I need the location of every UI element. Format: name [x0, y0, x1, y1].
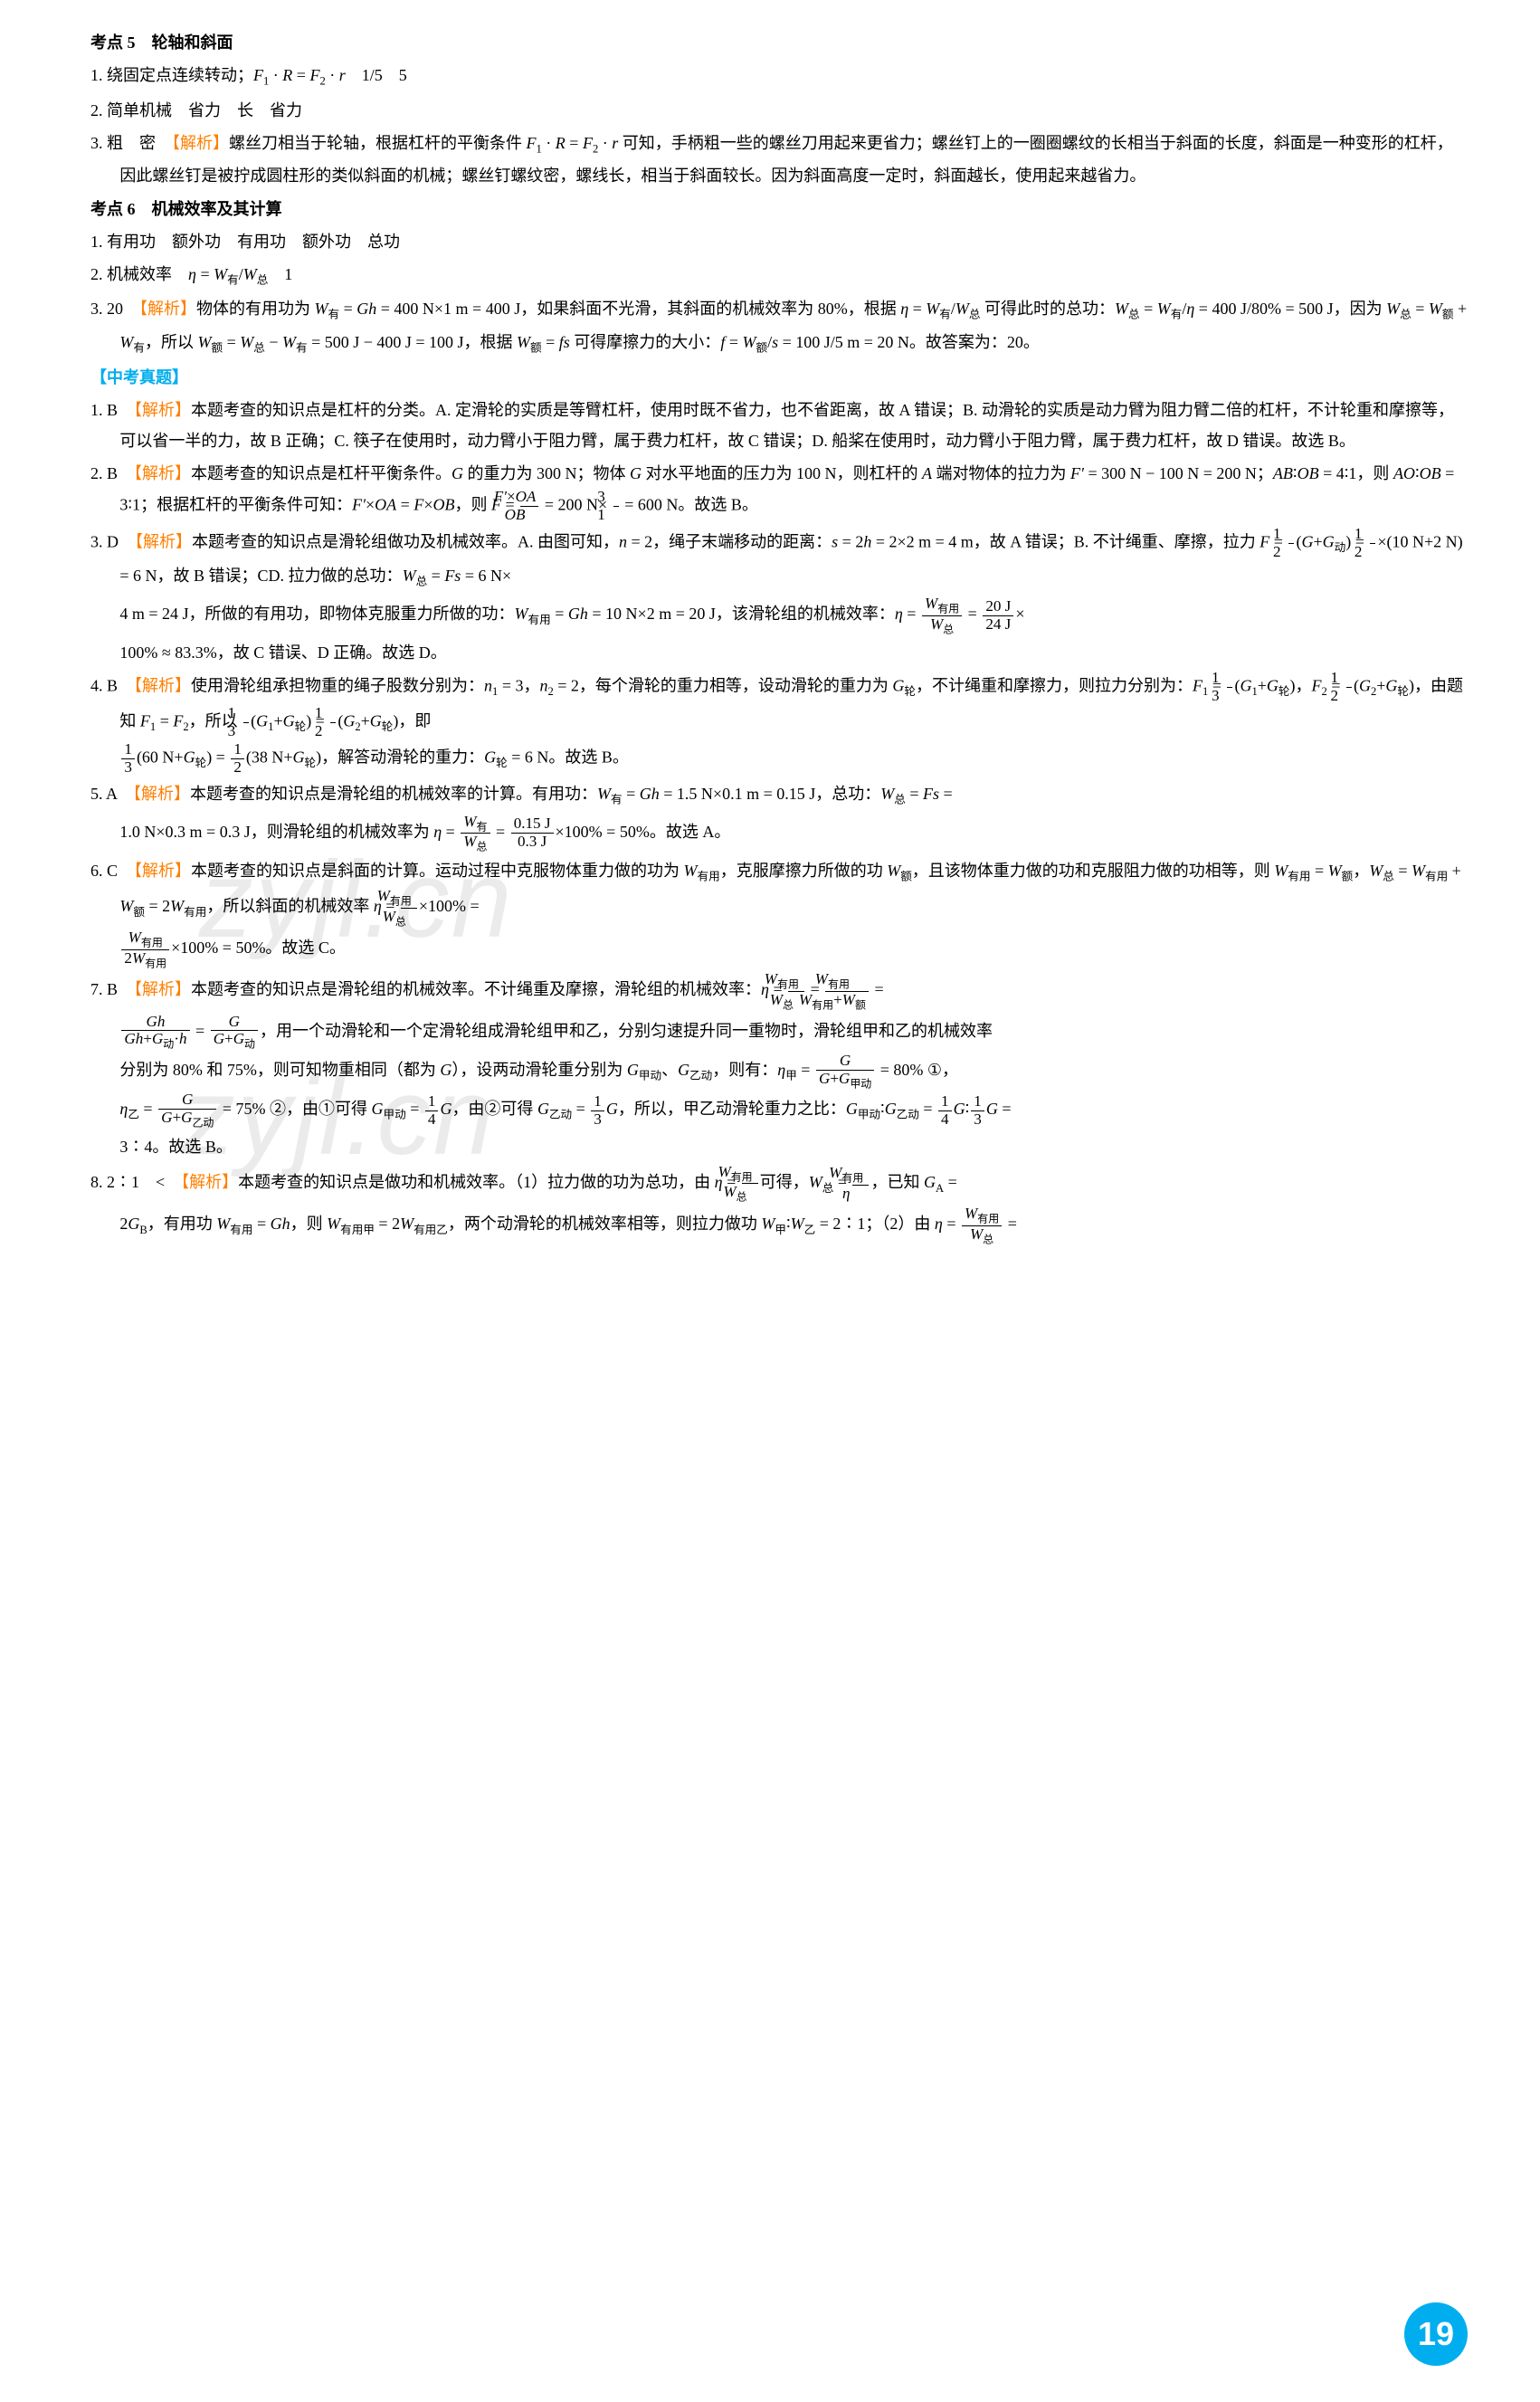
- kd5-line3: 3. 粗 密 【解析】螺丝刀相当于轮轴，根据杠杆的平衡条件 F1 · R = F…: [90, 128, 1468, 192]
- zk-line7d: η乙 = GG+G乙动 = 75% ②，由①可得 G甲动 = 14G，由②可得 …: [90, 1091, 1468, 1129]
- zk-line7e: 3∶4。故选 B。: [90, 1131, 1468, 1162]
- kd5-line2: 2. 简单机械 省力 长 省力: [90, 95, 1468, 126]
- zk-line6: 6. C 【解析】本题考查的知识点是斜面的计算。运动过程中克服物体重力做的功为 …: [90, 855, 1468, 929]
- kd6-line2: 2. 机械效率 η = W有/W总 1: [90, 259, 1468, 292]
- page-number-badge: 19: [1404, 2302, 1468, 2366]
- zk-line3: 3. D 【解析】本题考查的知识点是滑轮组做功及机械效率。A. 由图可知，n =…: [90, 526, 1468, 594]
- kd6-line1: 1. 有用功 额外功 有用功 额外功 总功: [90, 226, 1468, 257]
- zk-line3b: 4 m = 24 J，所做的有用功，即物体克服重力所做的功：W有用 = Gh =…: [90, 596, 1468, 635]
- zk-line8: 8. 2∶1 < 【解析】本题考查的知识点是做功和机械效率。（1）拉力做的功为总…: [90, 1164, 1468, 1204]
- zk-line4: 4. B 【解析】使用滑轮组承担物重的绳子股数分别为：n1 = 3，n2 = 2…: [90, 670, 1468, 739]
- zk-line5b: 1.0 N×0.3 m = 0.3 J，则滑轮组的机械效率为 η = W有W总 …: [90, 814, 1468, 853]
- section-title-zhongkao: 【中考真题】: [90, 362, 1468, 393]
- zk-line4b: 13(60 N+G轮) = 12(38 N+G轮)，解答动滑轮的重力：G轮 = …: [90, 741, 1468, 777]
- zk-line2: 2. B 【解析】本题考查的知识点是杠杆平衡条件。G 的重力为 300 N；物体…: [90, 458, 1468, 524]
- zk-line7: 7. B 【解析】本题考查的知识点是滑轮组的机械效率。不计绳重及摩擦，滑轮组的机…: [90, 971, 1468, 1011]
- zk-line5: 5. A 【解析】本题考查的知识点是滑轮组的机械效率的计算。有用功：W有 = G…: [90, 778, 1468, 812]
- zk-line3c: 100% ≈ 83.3%，故 C 错误、D 正确。故选 D。: [90, 637, 1468, 668]
- zk-line8b: 2GB，有用功 W有用 = Gh，则 W有用甲 = 2W有用乙，两个动滑轮的机械…: [90, 1206, 1468, 1245]
- section-title-kaodian6: 考点 6 机械效率及其计算: [90, 194, 1468, 224]
- zk-line1: 1. B 【解析】本题考查的知识点是杠杆的分类。A. 定滑轮的实质是等臂杠杆，使…: [90, 395, 1468, 456]
- zk-line7c: 分别为 80% 和 75%，则可知物重相同（都为 G），设两动滑轮重分别为 G甲…: [90, 1053, 1468, 1090]
- section-title-kaodian5: 考点 5 轮轴和斜面: [90, 27, 1468, 58]
- kd5-line1: 1. 绕固定点连续转动；F1 · R = F2 · r 1/5 5: [90, 60, 1468, 93]
- kd6-line3: 3. 20 【解析】物体的有用功为 W有 = Gh = 400 N×1 m = …: [90, 293, 1468, 359]
- zk-line7b: GhGh+G动·h = GG+G动，用一个动滑轮和一个定滑轮组成滑轮组甲和乙，分…: [90, 1014, 1468, 1051]
- zk-line6b: W有用2W有用×100% = 50%。故选 C。: [90, 929, 1468, 969]
